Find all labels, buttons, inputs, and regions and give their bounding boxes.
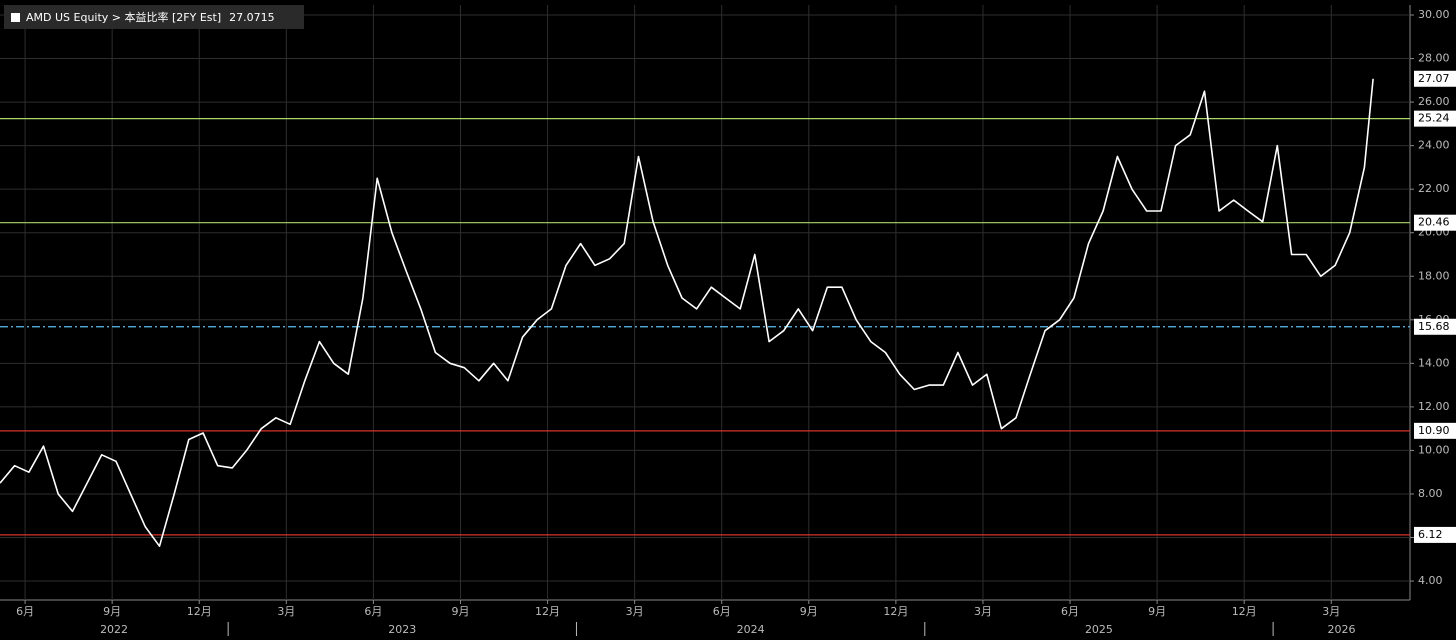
x-tick-label: 3月 [626,605,644,618]
reference-label-box [1414,526,1456,543]
reference-label-box [1414,422,1456,439]
y-tick-label: 22.00 [1418,182,1450,195]
x-tick-label: 12月 [1232,605,1257,618]
x-tick-label: 9月 [800,605,818,618]
last-value-label: 27.07 [1418,72,1450,85]
x-year-label: 2022 [100,623,128,636]
y-tick-label: 10.00 [1418,443,1450,456]
reference-label: 15.68 [1418,320,1450,333]
reference-label-box [1414,318,1456,335]
legend-value: 27.0715 [229,11,275,24]
y-tick-label: 18.00 [1418,269,1450,282]
x-year-label: 2026 [1328,623,1356,636]
y-tick-label: 26.00 [1418,95,1450,108]
x-tick-label: 9月 [451,605,469,618]
legend-box [4,5,304,29]
x-tick-label: 9月 [103,605,121,618]
x-year-label: 2025 [1085,623,1113,636]
y-tick-label: 24.00 [1418,139,1450,152]
y-tick-label: 8.00 [1418,487,1443,500]
x-tick-label: 3月 [277,605,295,618]
reference-label: 10.90 [1418,424,1450,437]
y-tick-label: 14.00 [1418,356,1450,369]
reference-label: 6.12 [1418,528,1443,541]
x-tick-label: 12月 [883,605,908,618]
x-tick-label: 6月 [364,605,382,618]
x-tick-label: 9月 [1148,605,1166,618]
x-tick-label: 6月 [1061,605,1079,618]
x-year-label: 2024 [737,623,765,636]
legend: AMD US Equity > 本益比率 [2FY Est] 27.0715 [4,5,304,29]
reference-label-box [1414,214,1456,231]
x-year-label: 2023 [388,623,416,636]
x-tick-label: 3月 [1322,605,1340,618]
reference-label-box [1414,110,1456,127]
legend-swatch [11,13,20,22]
x-tick-label: 6月 [16,605,34,618]
reference-label: 25.24 [1418,112,1450,125]
reference-label: 20.46 [1418,216,1450,229]
y-tick-label: 30.00 [1418,8,1450,21]
legend-label: AMD US Equity > 本益比率 [2FY Est] [26,10,221,24]
line-series [0,78,1374,547]
x-tick-label: 12月 [535,605,560,618]
x-tick-label: 3月 [974,605,992,618]
y-tick-label: 4.00 [1418,574,1443,587]
y-tick-label: 12.00 [1418,400,1450,413]
last-value-box [1414,70,1456,87]
x-tick-label: 6月 [713,605,731,618]
x-tick-label: 12月 [187,605,212,618]
y-tick-label: 28.00 [1418,52,1450,65]
